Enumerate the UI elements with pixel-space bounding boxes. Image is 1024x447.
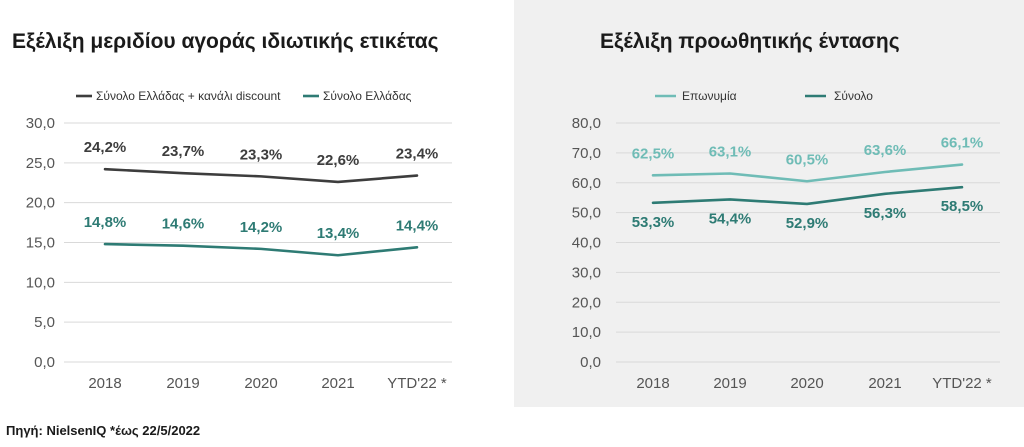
x-tick-label: YTD'22 * <box>387 375 447 392</box>
y-tick-label: 20,0 <box>572 294 601 311</box>
chart-title-promo-intensity: Εξέλιξη προωθητικής έντασης <box>600 30 900 53</box>
x-tick-label: 2020 <box>244 375 277 392</box>
y-tick-label: 40,0 <box>572 235 601 252</box>
y-tick-label: 15,0 <box>26 235 55 252</box>
chart-title-private-label-share: Εξέλιξη μεριδίου αγοράς ιδιωτικής ετικέτ… <box>12 30 439 53</box>
y-tick-label: 30,0 <box>26 115 55 132</box>
data-label: 56,3% <box>864 205 907 222</box>
series-line <box>651 163 964 183</box>
legend-label: Σύνολο <box>834 89 873 103</box>
x-tick-label: 2019 <box>713 375 746 392</box>
legend-label: Σύνολο Ελλάδας + κανάλι discount <box>96 89 281 103</box>
legend-label: Σύνολο Ελλάδας <box>323 89 412 103</box>
x-tick-label: 2019 <box>166 375 199 392</box>
x-tick-label: 2020 <box>790 375 823 392</box>
data-label: 58,5% <box>941 198 984 215</box>
x-tick-label: 2018 <box>636 375 669 392</box>
data-label: 24,2% <box>84 139 127 156</box>
series-line <box>103 167 419 184</box>
data-label: 60,5% <box>786 151 829 168</box>
data-label: 14,6% <box>162 216 205 233</box>
data-label: 53,3% <box>632 214 675 231</box>
data-label: 23,4% <box>396 146 439 163</box>
data-label: 14,4% <box>396 217 439 234</box>
data-label: 52,9% <box>786 215 829 232</box>
data-label: 14,8% <box>84 214 127 231</box>
series-line <box>651 185 964 206</box>
y-tick-label: 10,0 <box>572 324 601 341</box>
legend-label: Επωνυμία <box>682 89 737 103</box>
data-label: 13,4% <box>317 225 360 242</box>
x-tick-label: 2021 <box>321 375 354 392</box>
data-label: 66,1% <box>941 135 984 152</box>
y-tick-label: 10,0 <box>26 274 55 291</box>
y-tick-label: 30,0 <box>572 264 601 281</box>
data-label: 62,5% <box>632 145 675 162</box>
y-tick-label: 80,0 <box>572 115 601 132</box>
data-label: 22,6% <box>317 152 360 169</box>
data-label: 54,4% <box>709 210 752 227</box>
data-label: 63,6% <box>864 142 907 159</box>
y-tick-label: 0,0 <box>34 354 55 371</box>
series-line <box>103 242 419 257</box>
y-tick-label: 70,0 <box>572 145 601 162</box>
source-note: Πηγή: NielsenIQ *έως 22/5/2022 <box>6 423 201 438</box>
x-tick-label: 2018 <box>88 375 121 392</box>
y-tick-label: 60,0 <box>572 175 601 192</box>
data-label: 63,1% <box>709 143 752 160</box>
y-tick-label: 50,0 <box>572 205 601 222</box>
data-label: 23,3% <box>240 146 283 163</box>
y-tick-label: 0,0 <box>580 354 601 371</box>
right-panel-background <box>514 0 1024 407</box>
x-tick-label: 2021 <box>868 375 901 392</box>
y-tick-label: 20,0 <box>26 195 55 212</box>
private-label-share-chart: 0,0 5,0 10,0 15,0 20,0 25,0 30,0 2018 2019 2020 20… <box>26 89 452 392</box>
y-tick-label: 5,0 <box>34 314 55 331</box>
y-tick-label: 25,0 <box>26 155 55 172</box>
data-label: 23,7% <box>162 143 205 160</box>
x-tick-label: YTD'22 * <box>932 375 992 392</box>
promo-intensity-chart: 0,0 10,0 20,0 30,0 40,0 50,0 60,0 70,0 80,0 2018 2… <box>572 89 1000 392</box>
data-label: 14,2% <box>240 219 283 236</box>
